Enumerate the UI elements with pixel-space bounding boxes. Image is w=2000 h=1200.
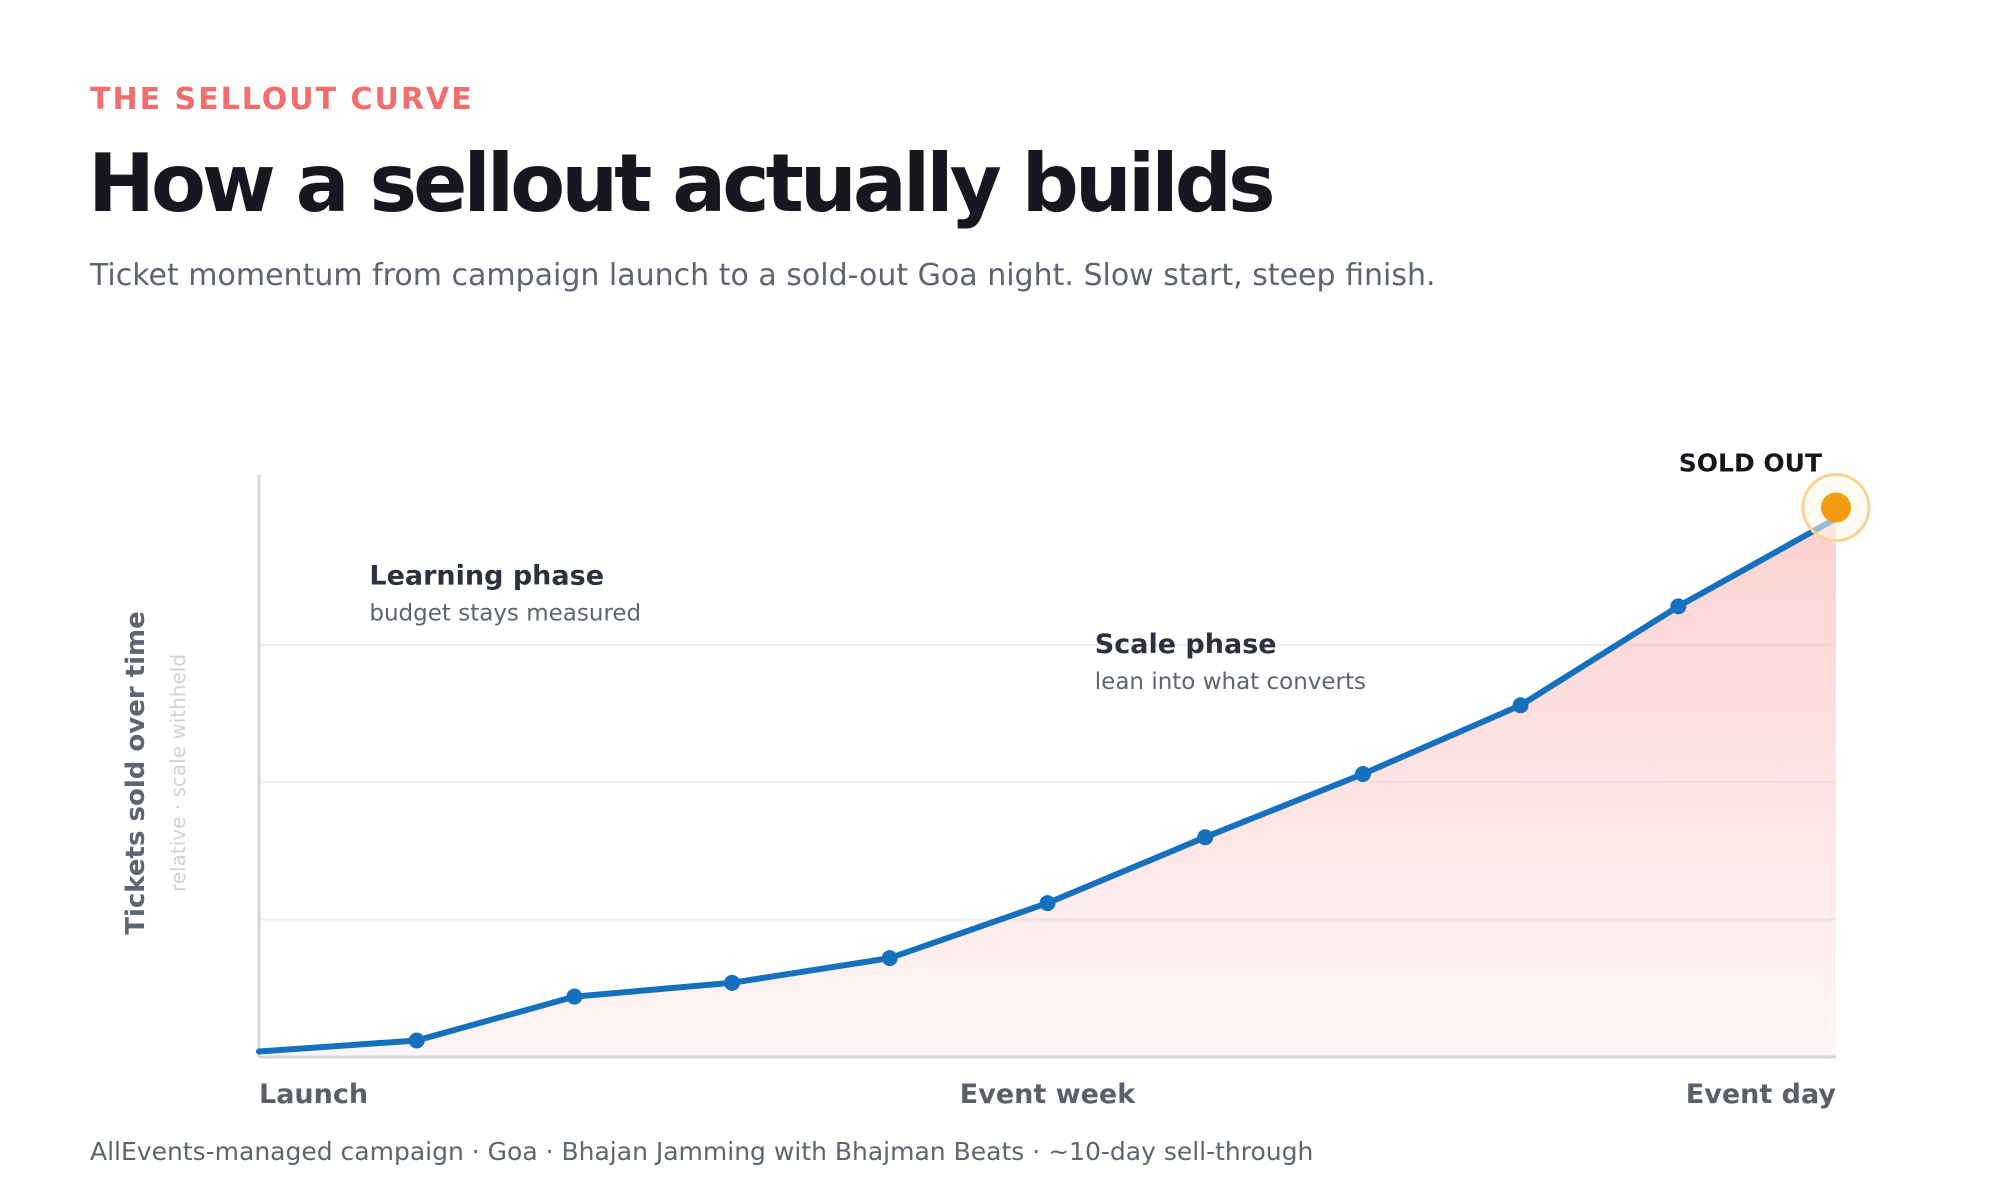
y-axis-labels: Tickets sold over time relative · scale … <box>121 611 190 935</box>
data-point <box>1512 697 1529 714</box>
y-axis-label: Tickets sold over time <box>121 611 151 935</box>
page-title: How a sellout actually builds <box>88 137 1276 230</box>
sold-out-point <box>1821 492 1851 523</box>
footnote: AllEvents-managed campaign · Goa · Bhaja… <box>90 1137 1314 1166</box>
data-point <box>881 950 898 967</box>
data-point <box>724 974 741 991</box>
x-tick-label: Event week <box>960 1079 1136 1110</box>
x-tick-label: Launch <box>259 1079 368 1110</box>
eyebrow: THE SELLOUT CURVE <box>90 82 474 117</box>
data-point <box>1039 895 1056 912</box>
sold-out-label: SOLD OUT <box>1679 448 1822 477</box>
area-fill <box>259 507 1836 1057</box>
data-point <box>1354 765 1371 782</box>
y-axis-note: relative · scale withheld <box>166 654 190 892</box>
annotation-title-1: Scale phase <box>1095 629 1277 660</box>
page-subtitle: Ticket momentum from campaign launch to … <box>90 258 1436 293</box>
annotations: Learning phase budget stays measured Scale… <box>369 560 1366 695</box>
annotation-title-0: Learning phase <box>369 560 604 591</box>
data-point <box>1670 598 1687 615</box>
data-point <box>408 1032 425 1049</box>
annotation-subtitle-0: budget stays measured <box>369 600 641 626</box>
sold-out-marker: SOLD OUT <box>1679 448 1871 542</box>
annotation-subtitle-1: lean into what converts <box>1095 669 1366 695</box>
data-point <box>566 988 583 1005</box>
data-points <box>408 598 1687 1049</box>
x-tick-labels: Launch Event week Event day <box>259 1079 1836 1110</box>
x-tick-label: Event day <box>1686 1079 1837 1110</box>
data-point <box>1197 829 1214 846</box>
